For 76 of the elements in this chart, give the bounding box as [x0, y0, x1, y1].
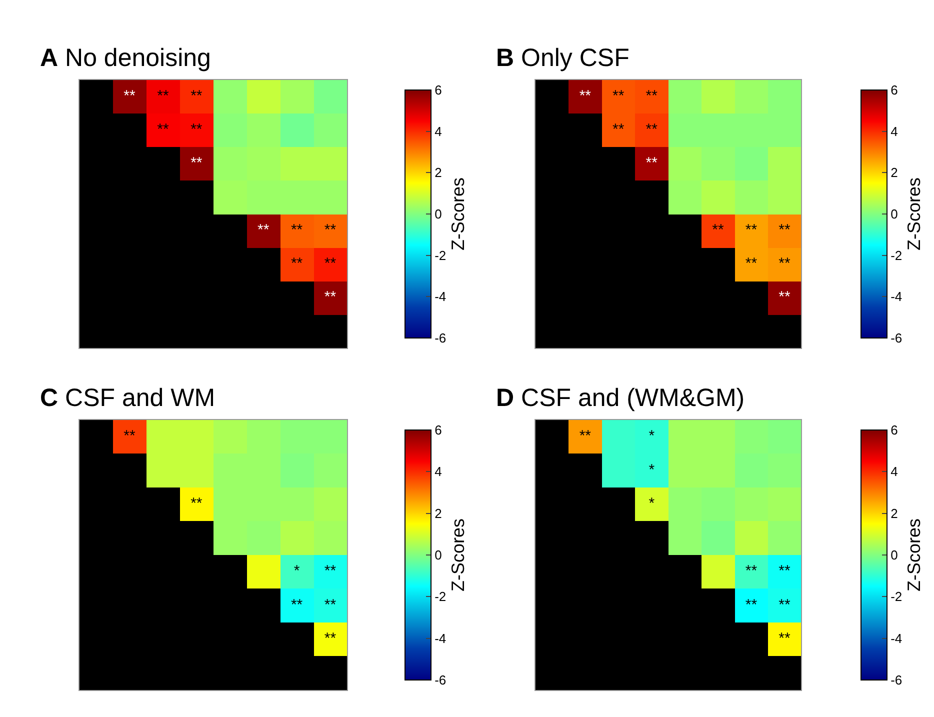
color-bar-label: 0 [434, 548, 442, 563]
color-bar-label: 2 [890, 506, 898, 521]
data-label: ** [745, 562, 758, 580]
data-label: ** [324, 596, 336, 614]
color-bar-label: -6 [890, 672, 902, 688]
color-bar-title: Z-Scores [448, 518, 468, 592]
color-bar-label: -2 [890, 248, 902, 263]
data-label: ** [579, 428, 592, 445]
data-label: ** [124, 88, 136, 104]
data-label: ** [778, 255, 790, 272]
color-bar-label: 6 [890, 82, 898, 98]
color-bar-title: Z-Scores [904, 177, 924, 251]
data-label: ** [778, 222, 790, 238]
data-label: * [648, 461, 655, 478]
data-label: * [648, 495, 655, 512]
data-label: ** [290, 222, 303, 238]
color-bar-label: 2 [434, 165, 442, 180]
color-bar-label: 0 [890, 206, 898, 222]
color-bar-label: 6 [434, 82, 442, 98]
color-bar-label: 0 [890, 548, 898, 563]
data-label: ** [778, 630, 790, 648]
color-bar-label: 2 [890, 165, 898, 180]
data-label: ** [124, 428, 136, 445]
color-bar-label: 4 [434, 124, 442, 139]
data-label: ** [778, 562, 790, 580]
data-label: ** [324, 222, 336, 238]
color-bar-label: -6 [434, 330, 446, 346]
data-label: ** [712, 222, 724, 238]
color-bar-label: -2 [434, 248, 446, 263]
color-bar-label: 6 [434, 422, 442, 438]
color-bar-label: -2 [434, 589, 446, 604]
color-bar-label: 4 [890, 464, 898, 480]
data-label: ** [324, 288, 336, 306]
data-label: ** [646, 88, 658, 104]
data-label: ** [324, 630, 336, 648]
color-bar-label: 2 [434, 506, 442, 521]
data-label: ** [778, 596, 790, 614]
chart-title: D CSF and (WM&GM) [496, 384, 745, 412]
data-label: ** [290, 596, 303, 614]
data-label: ** [290, 255, 303, 272]
color-bar-label: 4 [434, 464, 442, 480]
data-label: ** [258, 222, 270, 238]
color-bar-label: -4 [890, 289, 902, 304]
data-label: ** [190, 121, 202, 138]
chart-title: C CSF and WM [40, 384, 216, 412]
data-label: ** [745, 255, 758, 272]
data-label: ** [612, 88, 624, 104]
data-label: ** [646, 121, 658, 138]
data-label: ** [190, 154, 202, 172]
color-bar-title: Z-Scores [904, 518, 924, 592]
data-label: ** [157, 121, 169, 138]
color-bar-label: -2 [890, 589, 902, 604]
color-bar-label: -6 [434, 672, 446, 688]
data-label: * [294, 562, 300, 580]
data-label: ** [778, 288, 790, 306]
data-label: ** [190, 495, 202, 512]
data-label: ** [579, 88, 592, 104]
data-label: * [648, 428, 655, 445]
data-label: ** [612, 121, 624, 138]
chart-title: A No denoising [40, 44, 211, 72]
color-bar-label: -4 [434, 289, 446, 304]
data-label: ** [157, 88, 169, 104]
data-label: ** [745, 222, 758, 238]
color-bar-label: 4 [890, 124, 898, 139]
color-bar-label: 6 [890, 422, 898, 438]
data-label: ** [324, 562, 336, 580]
color-bar-label: -6 [890, 330, 902, 346]
data-label: ** [646, 154, 658, 172]
color-bar-label: -4 [890, 630, 902, 646]
color-bar-label: 0 [434, 206, 442, 222]
color-bar-title: Z-Scores [448, 177, 468, 251]
data-label: ** [324, 255, 336, 272]
data-label: ** [745, 596, 758, 614]
chart-title: B Only CSF [496, 44, 630, 72]
color-bar-label: -4 [434, 630, 446, 646]
data-label: ** [190, 88, 202, 104]
